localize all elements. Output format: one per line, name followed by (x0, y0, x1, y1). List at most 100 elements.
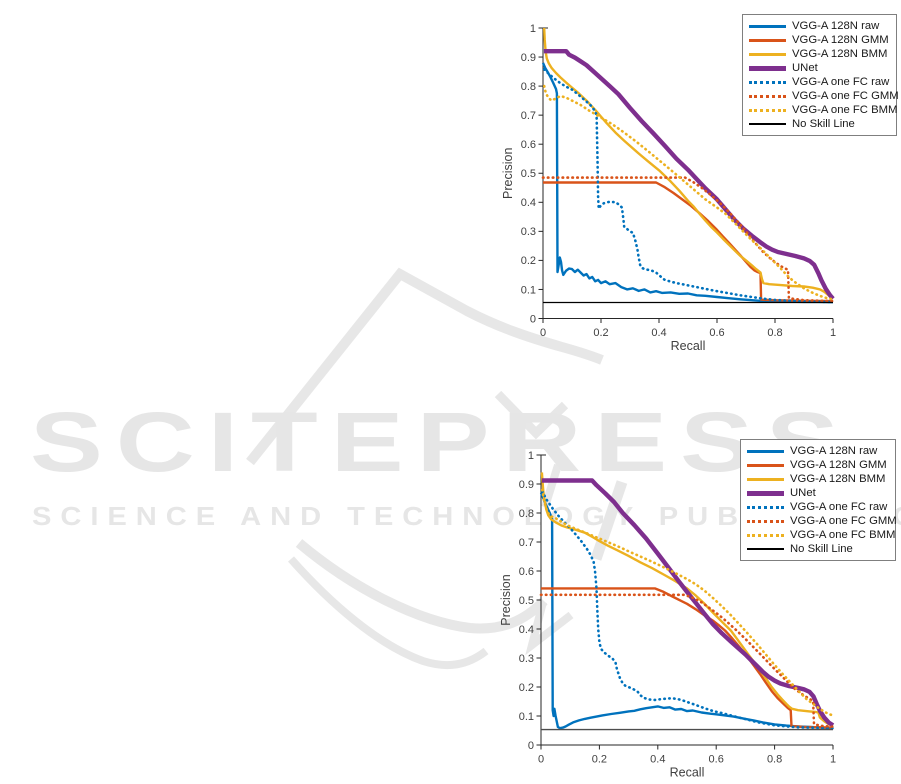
y-tick-label: 0.9 (521, 52, 536, 64)
y-tick-label: 0.7 (521, 110, 536, 122)
y-tick-label: 0.6 (519, 566, 534, 578)
legend-line-sample-icon (749, 123, 786, 125)
legend-line-sample-icon (747, 533, 784, 537)
x-tick-label: 0.4 (650, 754, 665, 766)
legend-item: VGG-A one FC raw (747, 501, 889, 513)
legend-line-sample-icon (749, 94, 786, 98)
legend-label: VGG-A one FC BMM (792, 104, 898, 116)
legend-item: UNet (749, 62, 890, 74)
legend-label: VGG-A 128N BMM (792, 48, 888, 60)
y-tick-label: 0.1 (519, 711, 534, 723)
series-vgg-a-128n-bmm (543, 27, 834, 300)
legend-bottom-chart: VGG-A 128N raw VGG-A 128N GMM VGG-A 128N B… (740, 439, 897, 561)
series-vgg-a-one-fc-raw (542, 68, 835, 304)
legend-line-sample-icon (749, 38, 786, 42)
series-vgg-a-one-fc-bmm (542, 84, 835, 301)
legend-label: VGG-A one FC BMM (790, 529, 896, 541)
y-tick-label: 0 (530, 313, 536, 325)
legend-label: VGG-A 128N BMM (790, 473, 886, 485)
y-tick-label: 0.2 (521, 255, 536, 267)
y-tick-label: 0.8 (519, 508, 534, 520)
legend-item: No Skill Line (747, 543, 889, 555)
y-tick-label: 0.2 (519, 682, 534, 694)
watermark-title: SCITEPRESS (30, 395, 852, 489)
legend-line-sample-icon (749, 108, 786, 112)
legend-line-sample-icon (749, 80, 786, 84)
x-tick-label: 0.2 (592, 754, 607, 766)
legend-label: VGG-A one FC raw (792, 76, 890, 88)
legend-item: No Skill Line (749, 118, 890, 130)
series-vgg-a-one-fc-raw (540, 489, 835, 730)
series-vgg-a-one-fc-bmm (540, 488, 835, 717)
x-axis-label: Recall (670, 766, 705, 780)
legend-line-sample-icon (747, 463, 784, 467)
y-tick-label: 0.8 (521, 81, 536, 93)
legend-line-sample-icon (747, 490, 784, 496)
y-tick-label: 0.4 (519, 624, 534, 636)
legend-label: VGG-A 128N raw (792, 20, 880, 32)
x-tick-label: 0.6 (709, 754, 724, 766)
legend-item: UNet (747, 487, 889, 499)
legend-label: VGG-A 128N GMM (792, 34, 889, 46)
legend-top-chart: VGG-A 128N raw VGG-A 128N GMM VGG-A 128N B… (742, 14, 899, 136)
x-tick-label: 0.6 (709, 327, 724, 339)
y-tick-label: 0 (528, 740, 534, 752)
series-vgg-a-128n-raw (541, 62, 834, 304)
series-vgg-a-128n-gmm (543, 181, 834, 303)
legend-item: VGG-A 128N GMM (747, 459, 889, 471)
legend-line-sample-icon (747, 449, 784, 453)
legend-item: VGG-A one FC raw (749, 76, 890, 88)
pr-chart-top: 0 0.1 0.2 0.3 0.4 0.5 0.6 0.7 0.8 0.9 1 0 0.2 0.4 0.6 0… (501, 23, 836, 353)
series-vgg-a-one-fc-gmm (541, 176, 835, 303)
legend-label: UNet (792, 62, 818, 74)
x-tick-label: 0 (538, 754, 544, 766)
legend-item: VGG-A one FC GMM (749, 90, 899, 102)
y-axis-label: Precision (499, 574, 513, 625)
y-tick-label: 0.1 (521, 284, 536, 296)
legend-item: VGG-A 128N GMM (749, 34, 890, 46)
x-tick-label: 0.8 (767, 327, 782, 339)
legend-line-sample-icon (749, 52, 786, 56)
y-tick-label: 1 (530, 23, 536, 35)
x-tick-label: 0 (540, 327, 546, 339)
x-tick-label: 0.2 (593, 327, 608, 339)
y-tick-label: 0.5 (519, 595, 534, 607)
legend-line-sample-icon (747, 505, 784, 509)
legend-line-sample-icon (747, 519, 784, 523)
legend-item: VGG-A 128N raw (747, 445, 889, 457)
legend-line-sample-icon (749, 65, 786, 71)
legend-label: No Skill Line (792, 118, 855, 130)
legend-line-sample-icon (747, 548, 784, 550)
legend-label: UNet (790, 487, 816, 499)
legend-label: No Skill Line (790, 543, 853, 555)
y-tick-label: 0.3 (521, 226, 536, 238)
y-tick-label: 0.6 (521, 139, 536, 151)
legend-line-sample-icon (749, 24, 786, 28)
legend-item: VGG-A 128N BMM (749, 48, 890, 60)
legend-item: VGG-A one FC GMM (747, 515, 897, 527)
series-unet (541, 478, 835, 728)
legend-label: VGG-A one FC raw (790, 501, 888, 513)
x-axis-label: Recall (671, 339, 706, 353)
y-tick-label: 0.4 (521, 197, 536, 209)
x-tick-label: 1 (830, 327, 836, 339)
x-tick-label: 0.8 (767, 754, 782, 766)
legend-item: VGG-A 128N BMM (747, 473, 889, 485)
legend-label: VGG-A 128N GMM (790, 459, 887, 471)
legend-line-sample-icon (747, 477, 784, 481)
y-axis-label: Precision (501, 148, 515, 199)
x-tick-label: 0.4 (651, 327, 666, 339)
series-vgg-a-one-fc-gmm (539, 593, 835, 729)
legend-item: VGG-A one FC BMM (747, 529, 895, 541)
pr-chart-bottom: 0 0.1 0.2 0.3 0.4 0.5 0.6 0.7 0.8 0.9 1 0 0.2 0.4 0.6 0… (499, 450, 836, 780)
legend-item: VGG-A one FC BMM (749, 104, 897, 116)
y-tick-label: 0.7 (519, 537, 534, 549)
y-tick-label: 0.3 (519, 653, 534, 665)
y-tick-label: 0.9 (519, 479, 534, 491)
legend-label: VGG-A one FC GMM (792, 90, 899, 102)
y-tick-label: 0.5 (521, 168, 536, 180)
legend-label: VGG-A one FC GMM (790, 515, 897, 527)
